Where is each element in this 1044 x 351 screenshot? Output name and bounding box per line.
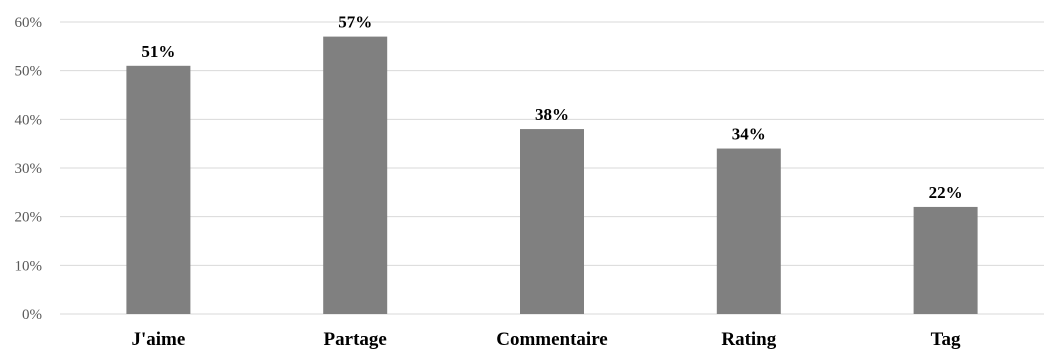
data-labels: 51% 57% 38% 34% 22% xyxy=(141,13,962,202)
x-tick-label: Rating xyxy=(721,329,776,350)
x-tick-label: Commentaire xyxy=(496,329,608,350)
y-tick-label: 50% xyxy=(15,64,43,80)
bar xyxy=(716,148,781,314)
y-tick-label: 20% xyxy=(15,210,43,226)
bar xyxy=(323,36,388,314)
y-tick-label: 40% xyxy=(15,112,43,128)
data-label: 38% xyxy=(535,105,569,124)
data-label: 22% xyxy=(929,183,963,202)
x-axis-tick-labels: J'aime Partage Commentaire Rating Tag xyxy=(131,329,961,350)
bars xyxy=(126,36,978,314)
y-tick-label: 10% xyxy=(15,258,43,274)
data-label: 57% xyxy=(338,13,372,32)
y-tick-label: 0% xyxy=(22,307,42,323)
bar xyxy=(913,206,978,314)
x-tick-label: Tag xyxy=(931,329,961,350)
y-axis-tick-labels: 0% 10% 20% 30% 40% 50% 60% xyxy=(15,15,43,323)
data-label: 51% xyxy=(141,42,175,61)
bar xyxy=(126,65,191,314)
x-tick-label: Partage xyxy=(324,329,387,350)
y-tick-label: 30% xyxy=(15,161,43,177)
data-label: 34% xyxy=(732,125,766,144)
x-tick-label: J'aime xyxy=(131,329,185,350)
bar xyxy=(520,129,584,314)
y-tick-label: 60% xyxy=(15,15,43,31)
